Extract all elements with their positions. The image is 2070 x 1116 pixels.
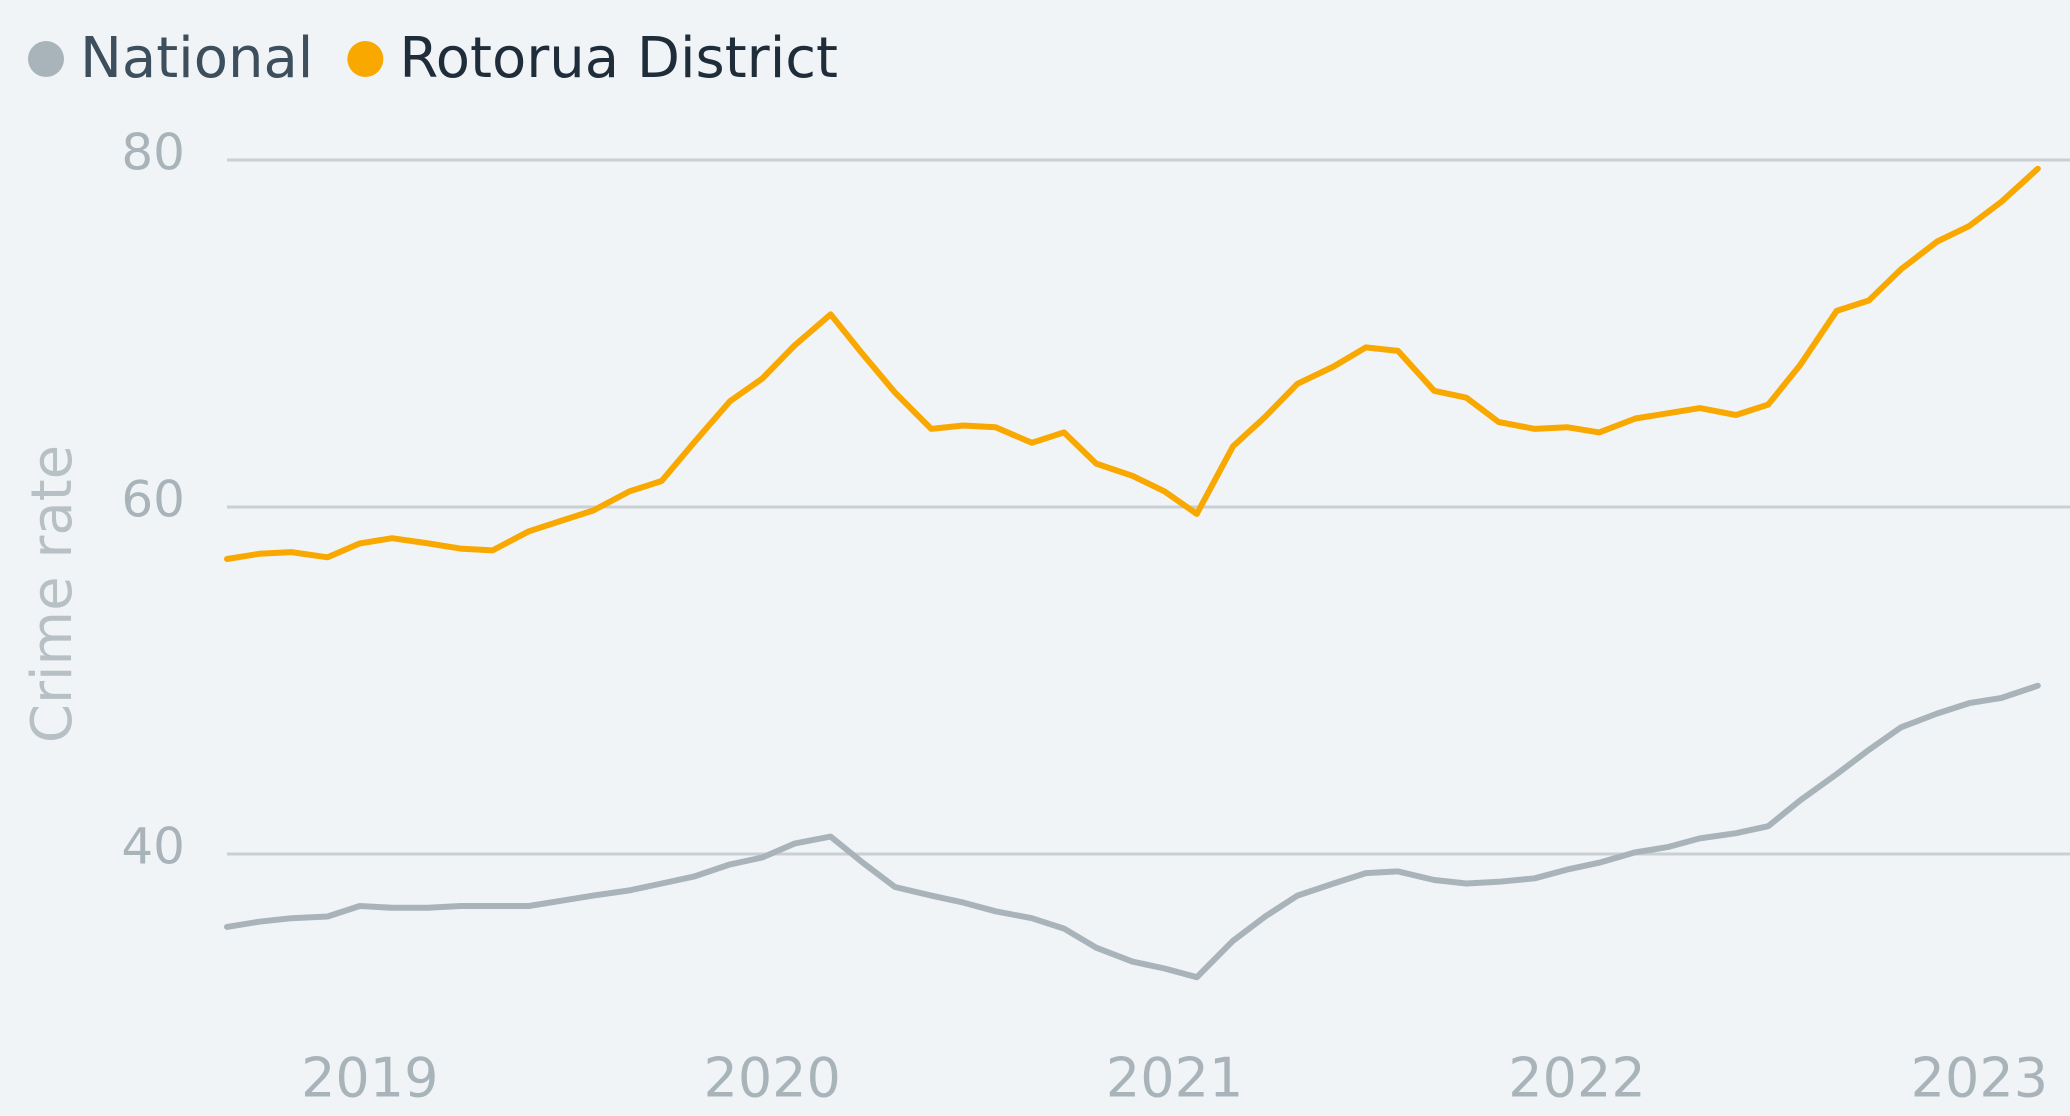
line (224, 165, 2041, 562)
line (224, 682, 2041, 981)
y-tick-label: 40 (121, 818, 185, 876)
legend-label: Rotorua District (399, 26, 838, 91)
y-tick-label: 80 (121, 124, 185, 182)
x-tick-label: 2021 (1106, 1047, 1243, 1110)
legend-label: National (80, 26, 313, 91)
y-axis-label: Crime rate (20, 445, 85, 743)
legend-marker (347, 41, 384, 77)
y-tick-label: 60 (121, 471, 185, 529)
x-tick-label: 2022 (1508, 1047, 1645, 1110)
legend-marker (28, 41, 64, 77)
x-tick-label: 2020 (703, 1047, 840, 1110)
x-tick-label: 2023 (1911, 1047, 2048, 1110)
x-tick-label: 2019 (301, 1047, 438, 1110)
